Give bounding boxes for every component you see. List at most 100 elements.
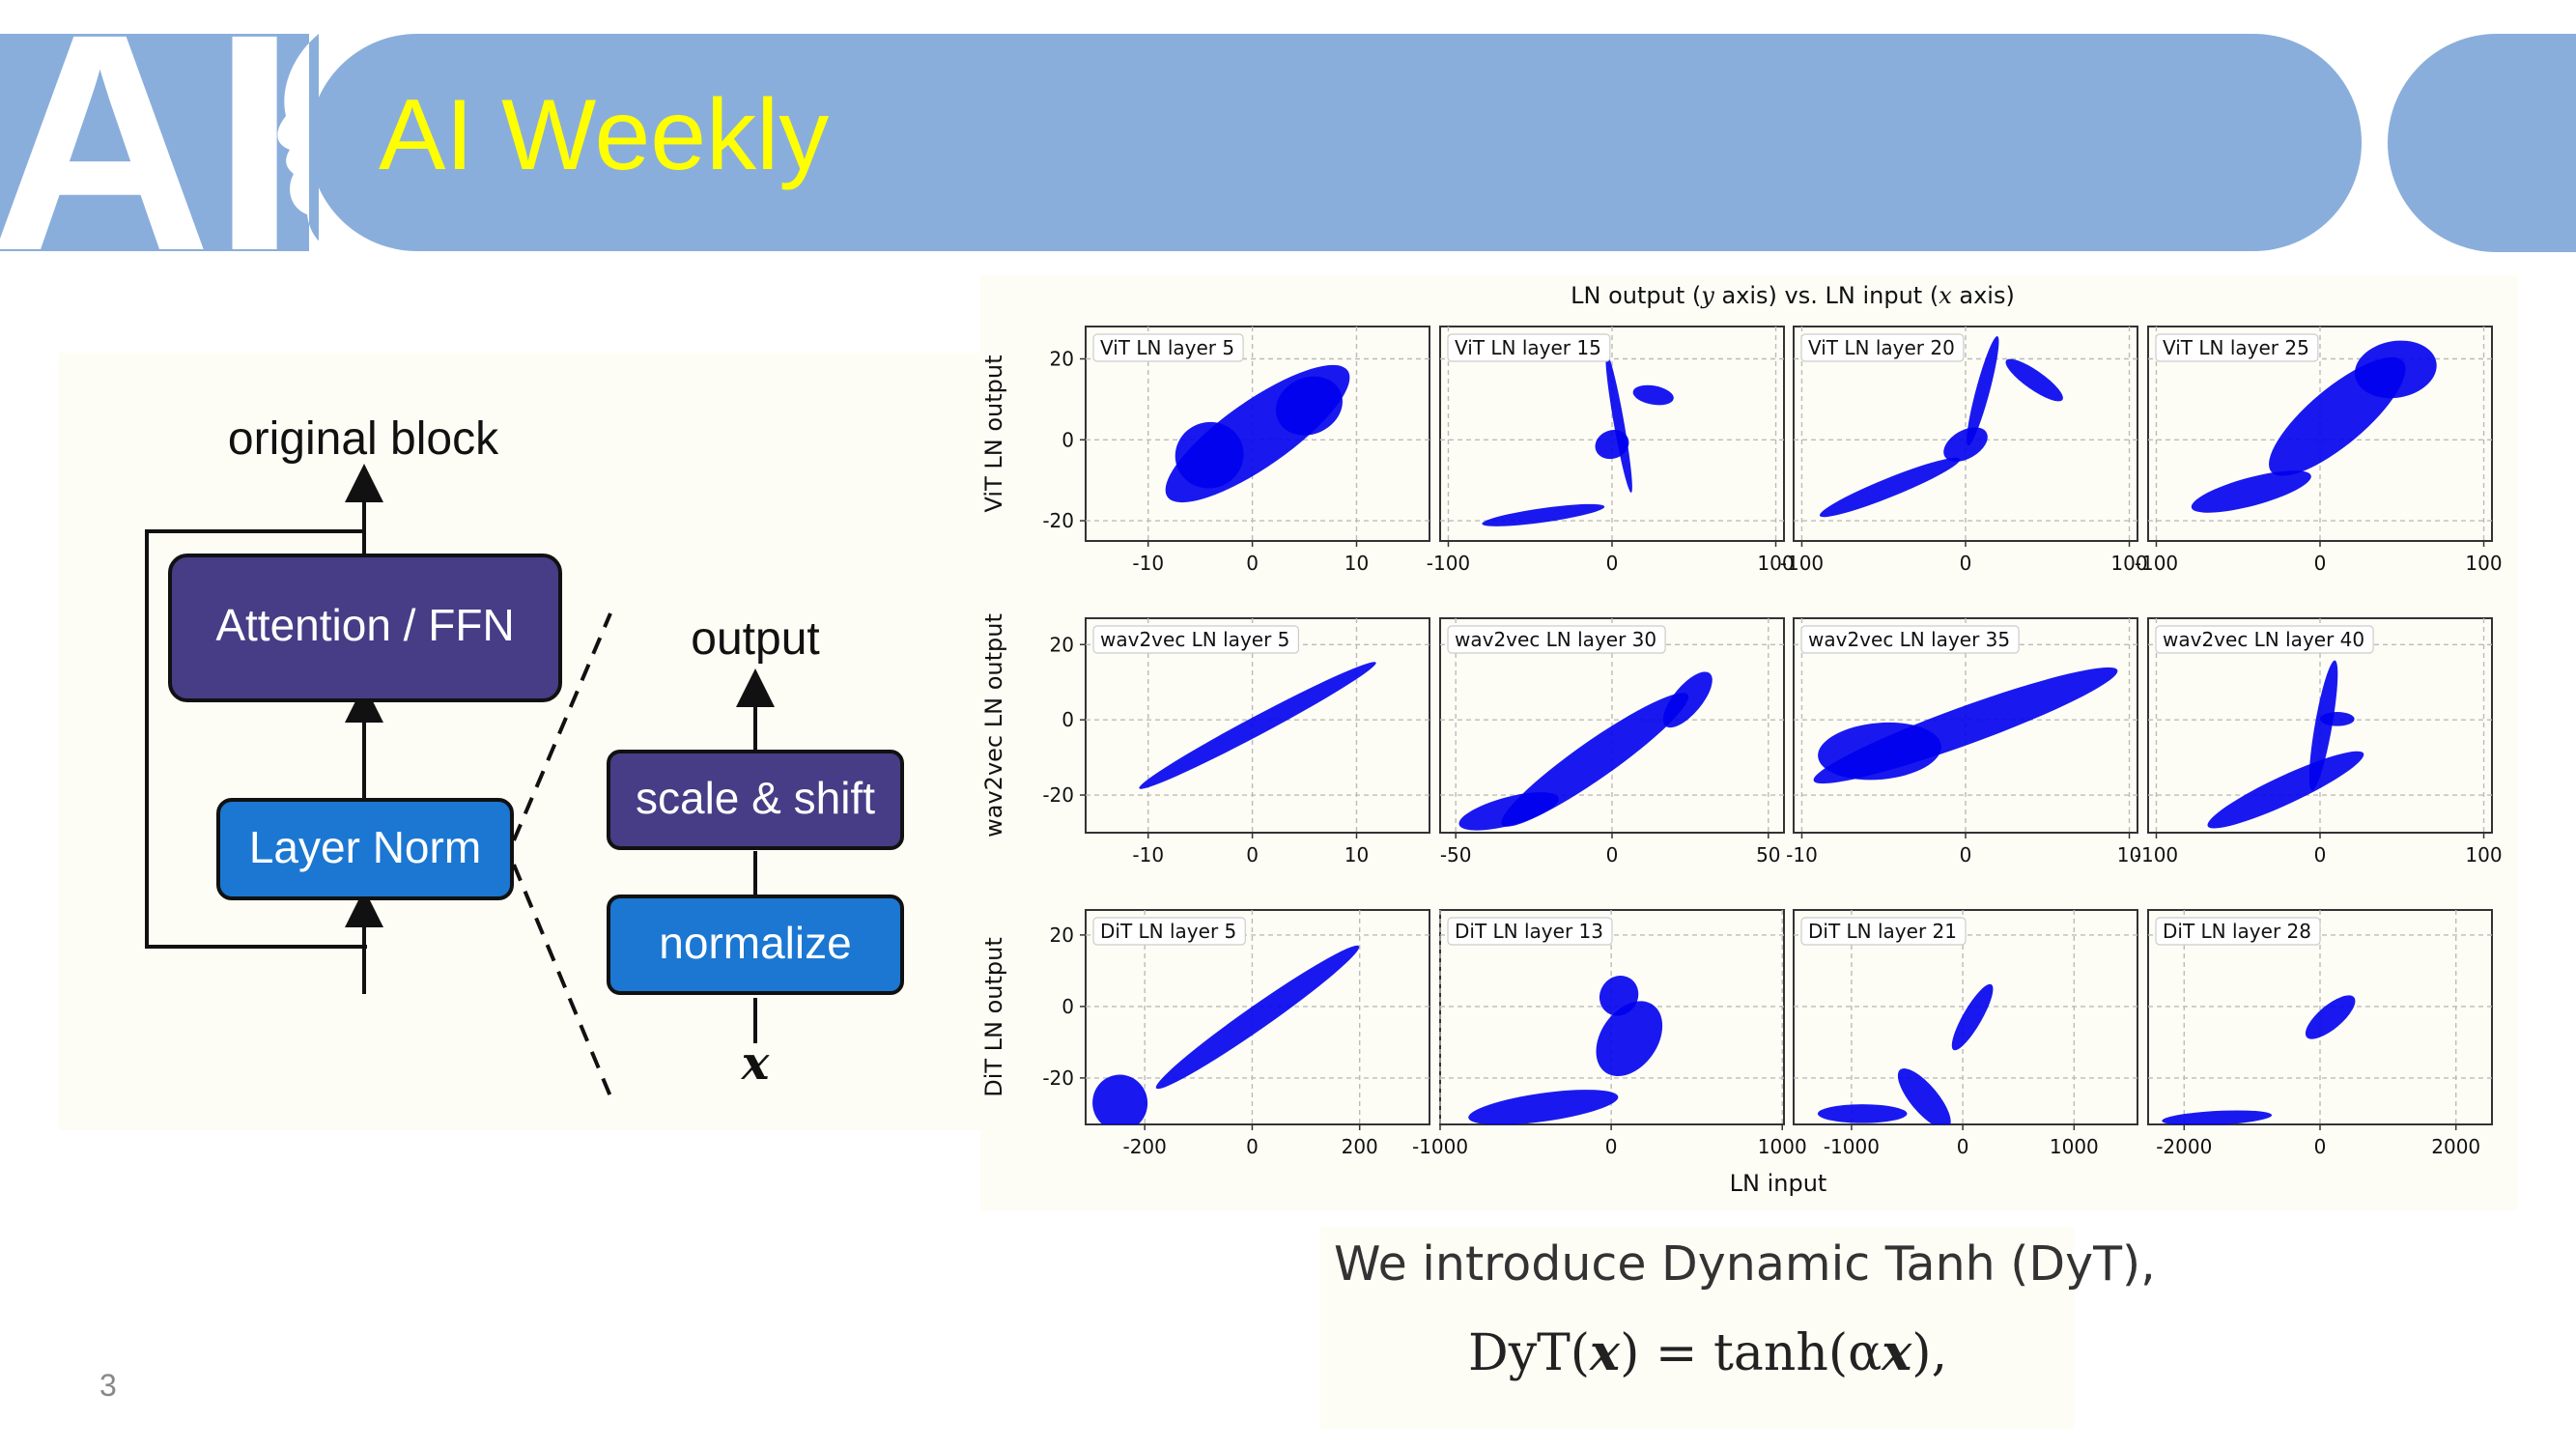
- scale-shift-label: scale & shift: [636, 773, 875, 823]
- scatter-panel: -1000 0 1000 DiT LN layer 13: [1412, 909, 1807, 1158]
- banner-end-cap: [2497, 34, 2576, 252]
- scatter-panel: -100 0 100 ViT LN layer 15: [1427, 326, 1795, 575]
- zoom-line-top: [512, 612, 612, 841]
- formula-end: ),: [1911, 1324, 1948, 1382]
- data-points: [1817, 1104, 1908, 1123]
- panel-title-box: [1447, 625, 1666, 654]
- x-tick-label: 0: [1606, 843, 1619, 867]
- scatter-panel: -10 0 10 wav2vec LN layer 35: [1786, 617, 2141, 867]
- row-ylabel: ViT LN output: [980, 355, 1007, 513]
- row-ylabel: DiT LN output: [980, 937, 1007, 1097]
- data-points: [1155, 945, 1360, 1090]
- page-title: AI Weekly: [379, 79, 830, 191]
- point-cloud: [1165, 364, 1350, 503]
- panel-title-box: [1447, 917, 1613, 946]
- point-cloud: [2207, 660, 2364, 829]
- formula-x: x: [1590, 1323, 1621, 1382]
- scatter-panel: -50 0 50 wav2vec LN layer 30: [1439, 617, 1785, 867]
- caption-text: We introduce Dynamic Tanh (DyT),: [1334, 1236, 2156, 1292]
- data-points: [1596, 1001, 1663, 1077]
- ln-scatter-figure: LN output (y axis) vs. LN input (x axis)…: [980, 275, 2518, 1210]
- zoom-line-bottom: [512, 864, 612, 1097]
- x-tick-label: 0: [1246, 552, 1259, 575]
- chart-title: LN output (y axis) vs. LN input (x axis): [1571, 282, 2015, 309]
- scatter-panel: -100 0 100 ViT LN layer 25: [2135, 326, 2503, 575]
- data-points: [2207, 751, 2364, 829]
- point-cloud: [2162, 995, 2356, 1124]
- data-points: [2320, 712, 2355, 726]
- point-cloud: [1819, 335, 2063, 518]
- data-points: [1967, 335, 1999, 446]
- x-tick-label: -100: [2135, 552, 2178, 575]
- x-tick-label: 0: [2314, 552, 2327, 575]
- panel-title-box: [2155, 625, 2374, 654]
- formula-x: x: [1882, 1323, 1912, 1382]
- formula-mid: ) = tanh(α: [1620, 1324, 1882, 1382]
- data-points: [1275, 376, 1343, 436]
- scatter-panel: -10 0 10 20 0 -20 wav2vec LN layer 5: [1042, 617, 1430, 867]
- point-cloud: [1817, 983, 1994, 1124]
- y-tick-label: 20: [1050, 348, 1074, 371]
- panel-title-box: [1447, 333, 1611, 362]
- scatter-panel: -100 0 100 ViT LN layer 20: [1780, 326, 2148, 575]
- data-points: [1175, 421, 1244, 489]
- dyt-caption: We introduce Dynamic Tanh (DyT), DyT(x) …: [1320, 1227, 2156, 1430]
- layernorm-diagram: original block Attention / FFN Layer Nor…: [58, 353, 985, 1130]
- point-cloud: [2191, 340, 2437, 513]
- data-points: [1605, 353, 1632, 494]
- header-banner: AI: [0, 0, 2576, 261]
- scale-shift-box: [607, 750, 904, 850]
- x-tick-label: 0: [2314, 1135, 2327, 1158]
- scatter-panel: -2000 0 2000 DiT LN layer 28: [2147, 909, 2493, 1158]
- logo-letters: AI: [0, 0, 297, 261]
- data-points: [1897, 1068, 1951, 1124]
- panel-title-box: [1800, 625, 2020, 654]
- point-cloud: [1092, 945, 1360, 1124]
- scatter-grid-chart: LN output (y axis) vs. LN input (x axis)…: [980, 282, 2503, 1197]
- x-tick-label: 0: [1960, 552, 1972, 575]
- title-banner: [309, 34, 2362, 251]
- scatter-panel: -1000 0 1000 DiT LN layer 21: [1793, 909, 2138, 1158]
- layer-norm-box: [216, 798, 514, 900]
- panel-title: wav2vec LN layer 5: [1100, 628, 1289, 651]
- data-points: [1468, 1090, 1619, 1124]
- data-points: [1092, 1074, 1148, 1124]
- point-cloud: [1482, 353, 1674, 526]
- normalize-box: [607, 895, 904, 995]
- residual-connection: [145, 529, 367, 949]
- x-tick-label: -1000: [1824, 1135, 1880, 1158]
- data-points: [1819, 457, 1961, 518]
- x-tick-label: 50: [1756, 843, 1780, 867]
- x-tick-label: 1000: [1758, 1135, 1807, 1158]
- x-tick-label: -100: [1427, 552, 1470, 575]
- panel-title: ViT LN layer 25: [2163, 336, 2309, 359]
- point-cloud: [1458, 671, 1713, 831]
- y-tick-label: -20: [1042, 1066, 1074, 1090]
- y-tick-label: 0: [1062, 708, 1074, 731]
- x-tick-label: 10: [1345, 552, 1369, 575]
- formula-lhs: DyT(: [1468, 1324, 1591, 1382]
- x-tick-label: -10: [1132, 552, 1164, 575]
- x-tick-label: -1000: [1412, 1135, 1468, 1158]
- x-tick-label: 10: [1345, 843, 1369, 867]
- x-tick-label: 0: [1246, 1135, 1259, 1158]
- x-tick-label: -50: [1440, 843, 1472, 867]
- data-points: [1662, 671, 1713, 728]
- x-tick-label: -10: [1132, 843, 1164, 867]
- panel-title-box: [2155, 333, 2319, 362]
- data-points: [1458, 792, 1559, 831]
- y-tick-label: -20: [1042, 783, 1074, 807]
- data-points: [1943, 427, 1988, 462]
- panel-title: ViT LN layer 15: [1455, 336, 1601, 359]
- panel-title: wav2vec LN layer 30: [1455, 628, 1656, 651]
- layer-norm-label: Layer Norm: [249, 822, 481, 872]
- y-tick-label: 20: [1050, 633, 1074, 656]
- point-cloud: [1139, 662, 1376, 789]
- data-points: [1482, 503, 1605, 526]
- panel-title: DiT LN layer 21: [1808, 920, 1957, 943]
- x-tick-label: -100: [2135, 843, 2178, 867]
- x-tick-label: 1000: [2050, 1135, 2099, 1158]
- panel-title: ViT LN layer 5: [1100, 336, 1234, 359]
- x-tick-label: 0: [1606, 552, 1619, 575]
